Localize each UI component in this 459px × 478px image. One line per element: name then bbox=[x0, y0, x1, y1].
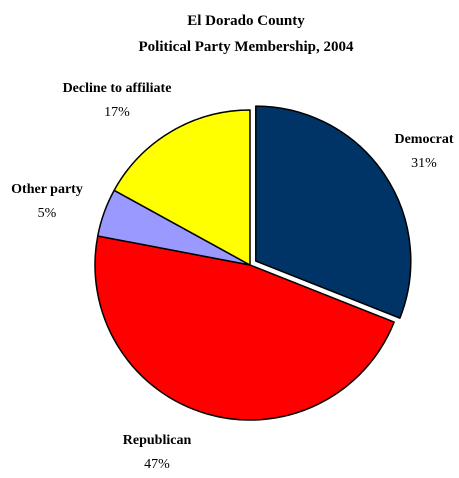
slice-label: Republican bbox=[123, 433, 192, 448]
pie-slice-republican bbox=[94, 235, 395, 421]
chart-subtitle: Political Party Membership, 2004 bbox=[139, 39, 354, 55]
slice-percentage: 47% bbox=[144, 457, 170, 472]
pie-slices bbox=[94, 105, 412, 421]
slice-percentage: 31% bbox=[411, 156, 437, 171]
slice-percentage: 5% bbox=[38, 206, 57, 221]
slice-percentage: 17% bbox=[104, 105, 130, 120]
slice-label: Decline to affiliate bbox=[63, 81, 172, 96]
slice-label: Democrat bbox=[394, 132, 453, 147]
pie-slice-democrat bbox=[255, 105, 412, 319]
pie-slice-decline-to-affiliate bbox=[113, 109, 251, 266]
slice-label: Other party bbox=[11, 182, 83, 197]
chart-title: El Dorado County bbox=[187, 13, 305, 29]
pie-labels: Democrat 31% Republican 47% Other party 5% Dec… bbox=[11, 81, 454, 472]
